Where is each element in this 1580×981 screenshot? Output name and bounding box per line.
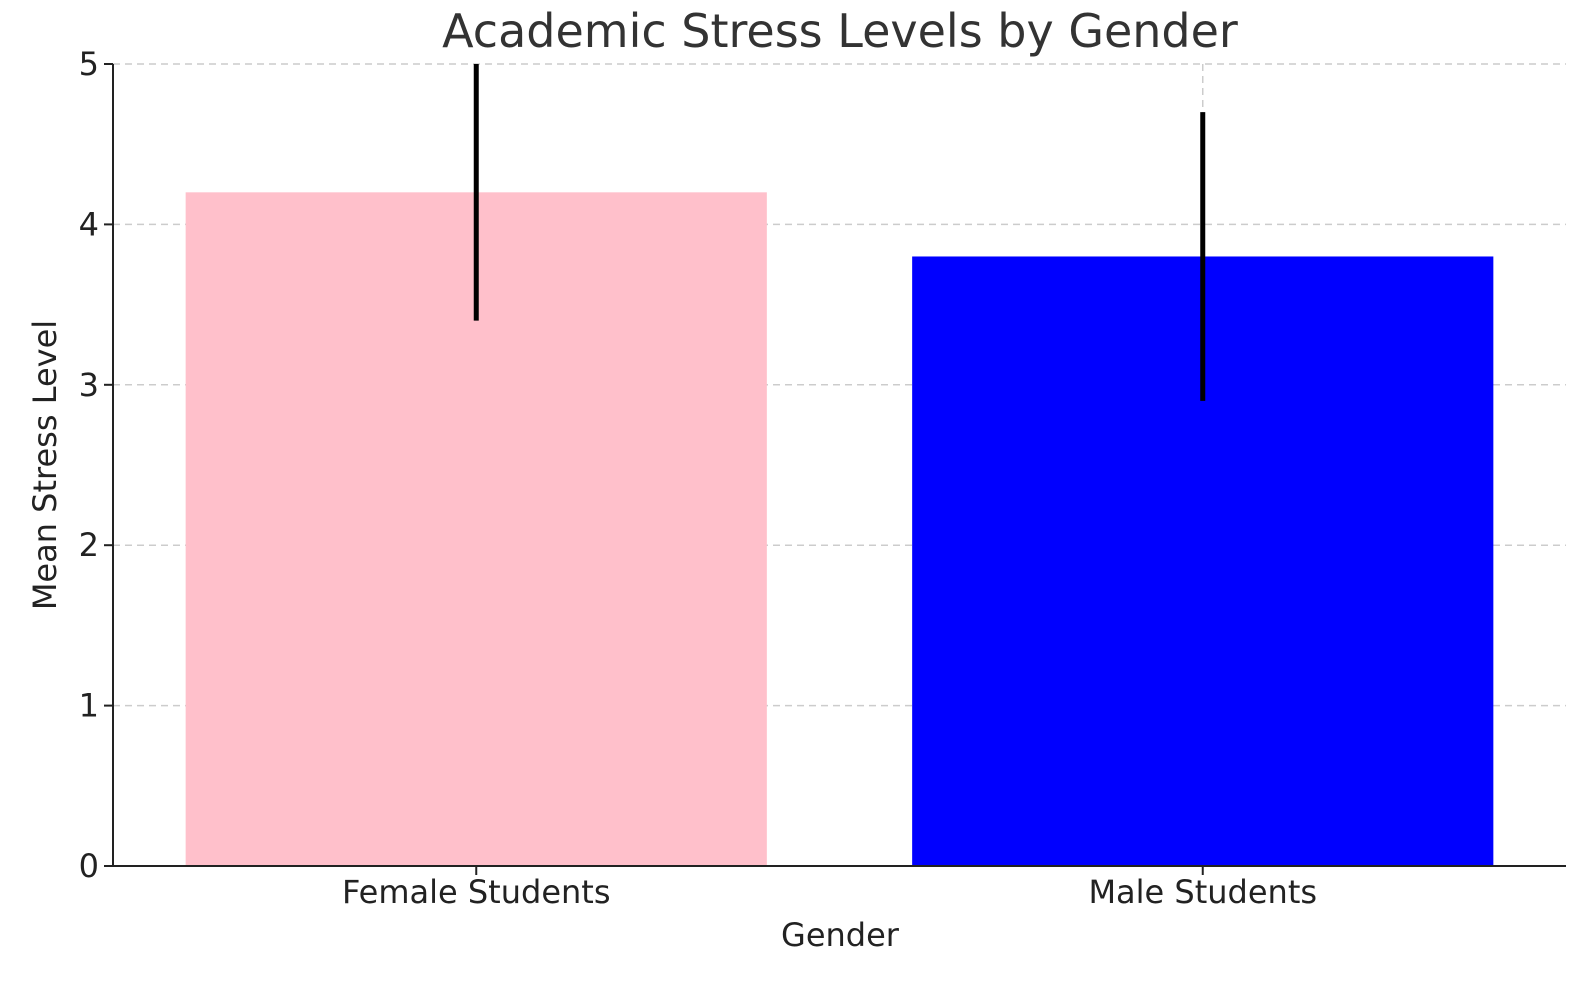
x-tick-label: Male Students <box>1088 873 1317 911</box>
y-tick-label: 4 <box>79 205 99 243</box>
y-ticks: 0 1 2 3 4 5 <box>79 45 113 885</box>
y-axis-label: Mean Stress Level <box>26 320 64 610</box>
y-tick-label: 3 <box>79 366 99 404</box>
x-ticks: Female Students Male Students <box>342 866 1317 911</box>
x-axis-label: Gender <box>781 916 900 954</box>
y-tick-label: 2 <box>79 526 99 564</box>
y-tick-label: 5 <box>79 45 99 83</box>
bars <box>185 192 1494 867</box>
y-tick-label: 0 <box>79 847 99 885</box>
y-tick-label: 1 <box>79 687 99 725</box>
error-bars <box>473 64 1206 401</box>
chart-title: Academic Stress Levels by Gender <box>442 4 1238 58</box>
x-tick-label: Female Students <box>342 873 611 911</box>
axes <box>112 64 1566 867</box>
